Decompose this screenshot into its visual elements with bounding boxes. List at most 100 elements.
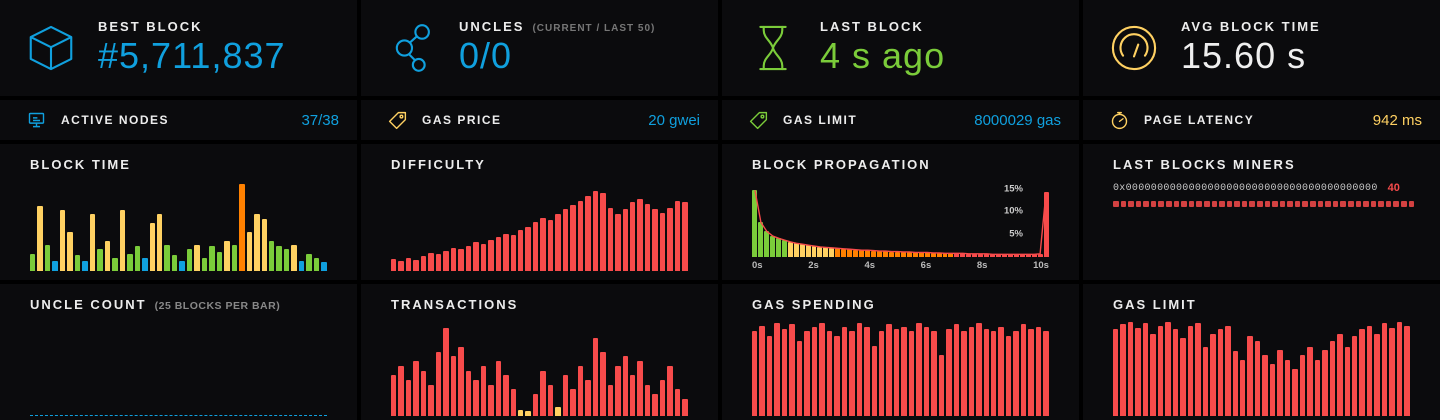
bar [1314, 359, 1321, 416]
bar [540, 370, 546, 416]
bar [976, 323, 982, 416]
last-blocks-miners-list: 0x00000000000000000000000000000000000000… [1113, 182, 1415, 207]
chart-subtitle: (25 BLOCKS PER BAR) [154, 300, 281, 312]
bar [473, 379, 479, 416]
bar [1277, 350, 1283, 416]
bar [600, 192, 606, 271]
bar [622, 356, 628, 416]
uncles-sublabel: (CURRENT / LAST 50) [532, 23, 656, 35]
active-nodes-panel: ACTIVE NODES 37/38 [0, 100, 357, 140]
nodes-icon [26, 110, 47, 131]
bar [276, 246, 282, 271]
best-block-label: BEST BLOCK [98, 19, 203, 35]
bar [127, 253, 133, 271]
bar [781, 240, 787, 257]
mined-block-square [1173, 201, 1180, 207]
gas-limit-chart [1113, 322, 1410, 416]
bar [450, 247, 457, 271]
bar [592, 190, 599, 271]
bar [1007, 254, 1013, 257]
bar [435, 351, 442, 416]
bar [886, 324, 892, 416]
bar [231, 244, 238, 271]
bar [637, 361, 643, 416]
mined-block-square [1203, 201, 1210, 207]
bar [766, 336, 773, 416]
block-propagation-chart-panel: BLOCK PROPAGATION 15% 10% 5% 0s 2s 4s 6s 8s 10s [722, 144, 1079, 280]
last-blocks-miners-panel: LAST BLOCKS MINERS 0x0000000000000000000… [1083, 144, 1440, 280]
bar [391, 258, 397, 271]
mined-block-square [1226, 201, 1233, 207]
bar [894, 251, 900, 257]
bar [615, 365, 621, 416]
best-block-value: #5,711,837 [98, 35, 286, 77]
bar [1359, 329, 1365, 416]
bar [871, 250, 877, 257]
bar [752, 190, 757, 257]
avg-block-time-label: AVG BLOCK TIME [1181, 19, 1321, 35]
bar [674, 200, 681, 271]
bar [877, 251, 882, 257]
bar [112, 257, 118, 271]
bar [630, 375, 636, 416]
x-axis-label: 0s [752, 260, 763, 271]
bar [495, 237, 502, 271]
bar [413, 259, 419, 271]
active-nodes-label: ACTIVE NODES [61, 113, 170, 127]
bar [916, 323, 922, 416]
bar [391, 375, 397, 416]
bar [1307, 346, 1313, 416]
bar [1337, 333, 1343, 416]
bar [89, 214, 96, 271]
bars [391, 184, 688, 271]
mined-block-square [1166, 201, 1172, 207]
bar [1013, 331, 1019, 416]
bar [525, 226, 531, 271]
bar [443, 251, 449, 271]
mined-block-square [1158, 201, 1165, 207]
bar [1180, 338, 1186, 416]
bar [179, 260, 185, 271]
mined-block-square [1241, 201, 1248, 207]
bar [847, 249, 853, 257]
bar [1284, 359, 1291, 416]
bar [540, 217, 546, 271]
bar [983, 329, 989, 416]
bar [555, 213, 561, 271]
bar [615, 213, 621, 271]
bar [254, 214, 260, 271]
bar [1232, 351, 1238, 416]
x-axis-label: 2s [808, 260, 819, 271]
bar [644, 384, 651, 416]
bar [1120, 324, 1126, 416]
bar [984, 253, 990, 257]
bar [1157, 325, 1164, 416]
bar [570, 389, 576, 416]
gas-limit-chart-panel: GAS LIMIT [1083, 284, 1440, 420]
bar [458, 347, 464, 416]
bar [592, 337, 599, 416]
mined-block-square [1378, 201, 1384, 207]
bars [30, 322, 327, 416]
gas-price-label: GAS PRICE [422, 113, 502, 127]
mined-block-square [1211, 201, 1218, 207]
bar [525, 411, 531, 416]
bar [1127, 322, 1134, 416]
bar [991, 331, 997, 416]
bar [269, 240, 275, 271]
bar [811, 246, 817, 257]
active-nodes-value: 37/38 [301, 111, 339, 129]
bar [1202, 346, 1209, 416]
bar [1020, 324, 1027, 416]
y-axis-label: 15% [1003, 183, 1023, 195]
bar [799, 244, 805, 257]
block-time-chart-panel: BLOCK TIME [0, 144, 357, 280]
bar [1025, 254, 1031, 257]
bar [398, 261, 404, 271]
bar [547, 219, 554, 271]
bar [900, 251, 906, 257]
avg-block-time-panel: AVG BLOCK TIME 15.60 s [1083, 0, 1440, 96]
mined-block-square [1355, 201, 1362, 207]
bar [473, 242, 479, 271]
chart-title: LAST BLOCKS MINERS [1113, 157, 1296, 172]
